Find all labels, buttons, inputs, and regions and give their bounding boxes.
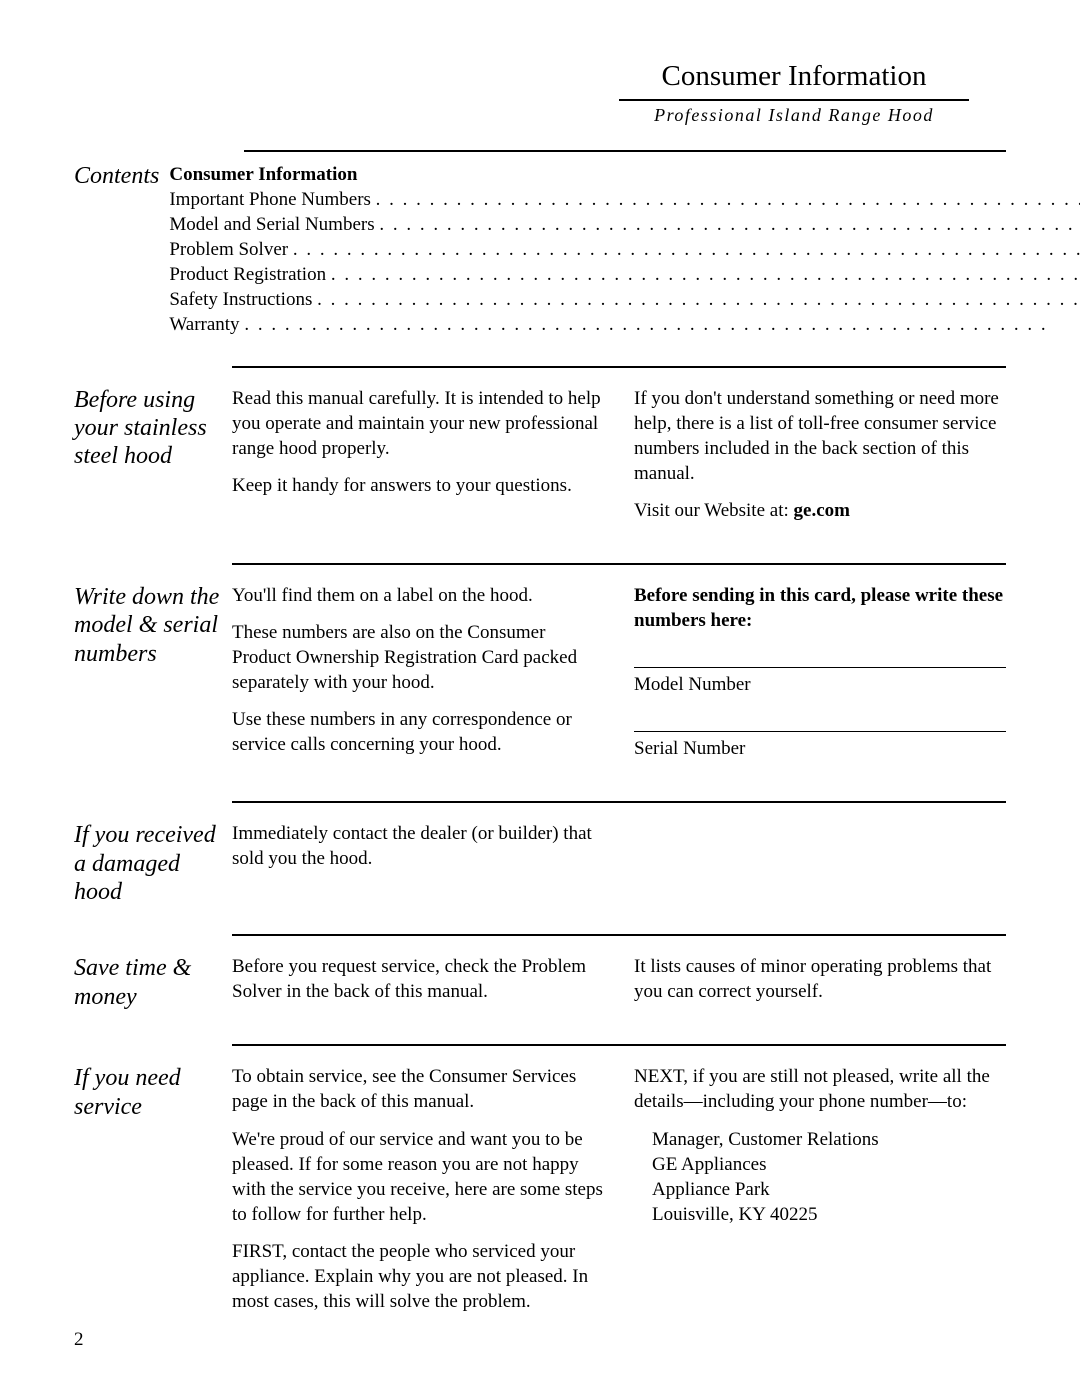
header-subtitle: Professional Island Range Hood bbox=[594, 105, 994, 126]
before-using-right: If you don't understand something or nee… bbox=[634, 386, 1006, 535]
save-time-right: It lists causes of minor operating probl… bbox=[634, 954, 1006, 1016]
write-down-right: Before sending in this card, please writ… bbox=[634, 583, 1006, 773]
toc-dots: . . . . . . . . . . . . . . . . . . . . … bbox=[331, 262, 1080, 287]
save-time-p1: Before you request service, check the Pr… bbox=[232, 954, 604, 1004]
divider-3 bbox=[232, 801, 1006, 803]
toc-label: Product Registration bbox=[169, 262, 330, 287]
contents-left-col: Consumer Information Important Phone Num… bbox=[169, 162, 1080, 338]
divider-4 bbox=[232, 934, 1006, 936]
model-number-line bbox=[634, 667, 1006, 668]
side-label-contents: Contents bbox=[74, 162, 169, 190]
toc-label: Warranty bbox=[169, 312, 244, 337]
section-before-using: Before using your stainless steel hood R… bbox=[74, 386, 1006, 535]
toc-row: Safety Instructions . . . . . . . . . . … bbox=[169, 287, 1080, 312]
page-number: 2 bbox=[74, 1329, 84, 1351]
side-label-service: If you need service bbox=[74, 1064, 232, 1121]
divider-5 bbox=[232, 1044, 1006, 1046]
service-left: To obtain service, see the Consumer Serv… bbox=[232, 1064, 604, 1326]
damaged-p1: Immediately contact the dealer (or build… bbox=[232, 821, 604, 871]
toc-label: Important Phone Numbers bbox=[169, 187, 375, 212]
toc-label: Safety Instructions bbox=[169, 287, 317, 312]
toc-dots: . . . . . . . . . . . . . . . . . . . . … bbox=[376, 187, 1080, 212]
section-contents: Contents Consumer Information Important … bbox=[74, 162, 1006, 338]
toc-row: Product Registration . . . . . . . . . .… bbox=[169, 262, 1080, 287]
model-number-label: Model Number bbox=[634, 672, 1006, 697]
write-down-p2: These numbers are also on the Consumer P… bbox=[232, 620, 604, 695]
toc-row: Problem Solver . . . . . . . . . . . . .… bbox=[169, 237, 1080, 262]
toc-dots: . . . . . . . . . . . . . . . . . . . . … bbox=[244, 312, 1080, 337]
before-using-r2a: Visit our Website at: bbox=[634, 500, 794, 521]
website-link: ge.com bbox=[794, 500, 850, 521]
section-service: If you need service To obtain service, s… bbox=[74, 1064, 1006, 1326]
before-using-website: Visit our Website at: ge.com bbox=[634, 498, 1006, 523]
addr-line-1: Manager, Customer Relations bbox=[652, 1127, 1006, 1152]
divider-2 bbox=[232, 563, 1006, 565]
header-title: Consumer Information bbox=[594, 60, 994, 93]
before-using-p2: Keep it handy for answers to your questi… bbox=[232, 473, 604, 498]
toc-row: Model and Serial Numbers . . . . . . . .… bbox=[169, 212, 1080, 237]
divider-1 bbox=[232, 366, 1006, 368]
write-down-p1: You'll find them on a label on the hood. bbox=[232, 583, 604, 608]
side-label-before-using: Before using your stainless steel hood bbox=[74, 386, 232, 471]
addr-line-3: Appliance Park bbox=[652, 1177, 1006, 1202]
toc-dots: . . . . . . . . . . . . . . . . . . . . … bbox=[317, 287, 1080, 312]
section-write-down: Write down the model & serial numbers Yo… bbox=[74, 583, 1006, 773]
addr-line-4: Louisville, KY 40225 bbox=[652, 1202, 1006, 1227]
write-down-r-heading: Before sending in this card, please writ… bbox=[634, 583, 1006, 633]
damaged-left: Immediately contact the dealer (or build… bbox=[232, 821, 604, 883]
before-using-r1: If you don't understand something or nee… bbox=[634, 386, 1006, 486]
toc-dots: . . . . . . . . . . . . . . . . . . . . … bbox=[293, 237, 1080, 262]
service-right: NEXT, if you are still not pleased, writ… bbox=[634, 1064, 1006, 1326]
service-p1: To obtain service, see the Consumer Serv… bbox=[232, 1064, 604, 1114]
damaged-right bbox=[634, 821, 1006, 883]
toc-row: Warranty . . . . . . . . . . . . . . . .… bbox=[169, 312, 1080, 337]
service-p3: FIRST, contact the people who serviced y… bbox=[232, 1239, 604, 1314]
top-divider bbox=[244, 150, 1006, 152]
side-label-save-time: Save time & money bbox=[74, 954, 232, 1011]
toc-label: Problem Solver bbox=[169, 237, 293, 262]
section-save-time: Save time & money Before you request ser… bbox=[74, 954, 1006, 1016]
contents-left-heading: Consumer Information bbox=[169, 162, 1080, 187]
before-using-p1: Read this manual carefully. It is intend… bbox=[232, 386, 604, 461]
header-rule bbox=[619, 99, 969, 101]
service-p2: We're proud of our service and want you … bbox=[232, 1127, 604, 1227]
save-time-r1: It lists causes of minor operating probl… bbox=[634, 954, 1006, 1004]
section-damaged: If you received a damaged hood Immediate… bbox=[74, 821, 1006, 906]
write-down-left: You'll find them on a label on the hood.… bbox=[232, 583, 604, 773]
service-address: Manager, Customer Relations GE Appliance… bbox=[634, 1127, 1006, 1227]
addr-line-2: GE Appliances bbox=[652, 1152, 1006, 1177]
manual-page: Consumer Information Professional Island… bbox=[0, 0, 1080, 1397]
toc-dots: . . . . . . . . . . . . . . . . . . . . … bbox=[379, 212, 1080, 237]
toc-label: Model and Serial Numbers bbox=[169, 212, 379, 237]
side-label-write-down: Write down the model & serial numbers bbox=[74, 583, 232, 668]
before-using-left: Read this manual carefully. It is intend… bbox=[232, 386, 604, 535]
write-down-p3: Use these numbers in any correspondence … bbox=[232, 707, 604, 757]
service-r1: NEXT, if you are still not pleased, writ… bbox=[634, 1064, 1006, 1114]
page-header: Consumer Information Professional Island… bbox=[594, 60, 994, 126]
save-time-left: Before you request service, check the Pr… bbox=[232, 954, 604, 1016]
side-label-damaged: If you received a damaged hood bbox=[74, 821, 232, 906]
serial-number-label: Serial Number bbox=[634, 736, 1006, 761]
serial-number-line bbox=[634, 731, 1006, 732]
toc-list-left: Important Phone Numbers . . . . . . . . … bbox=[169, 187, 1080, 337]
toc-row: Important Phone Numbers . . . . . . . . … bbox=[169, 187, 1080, 212]
